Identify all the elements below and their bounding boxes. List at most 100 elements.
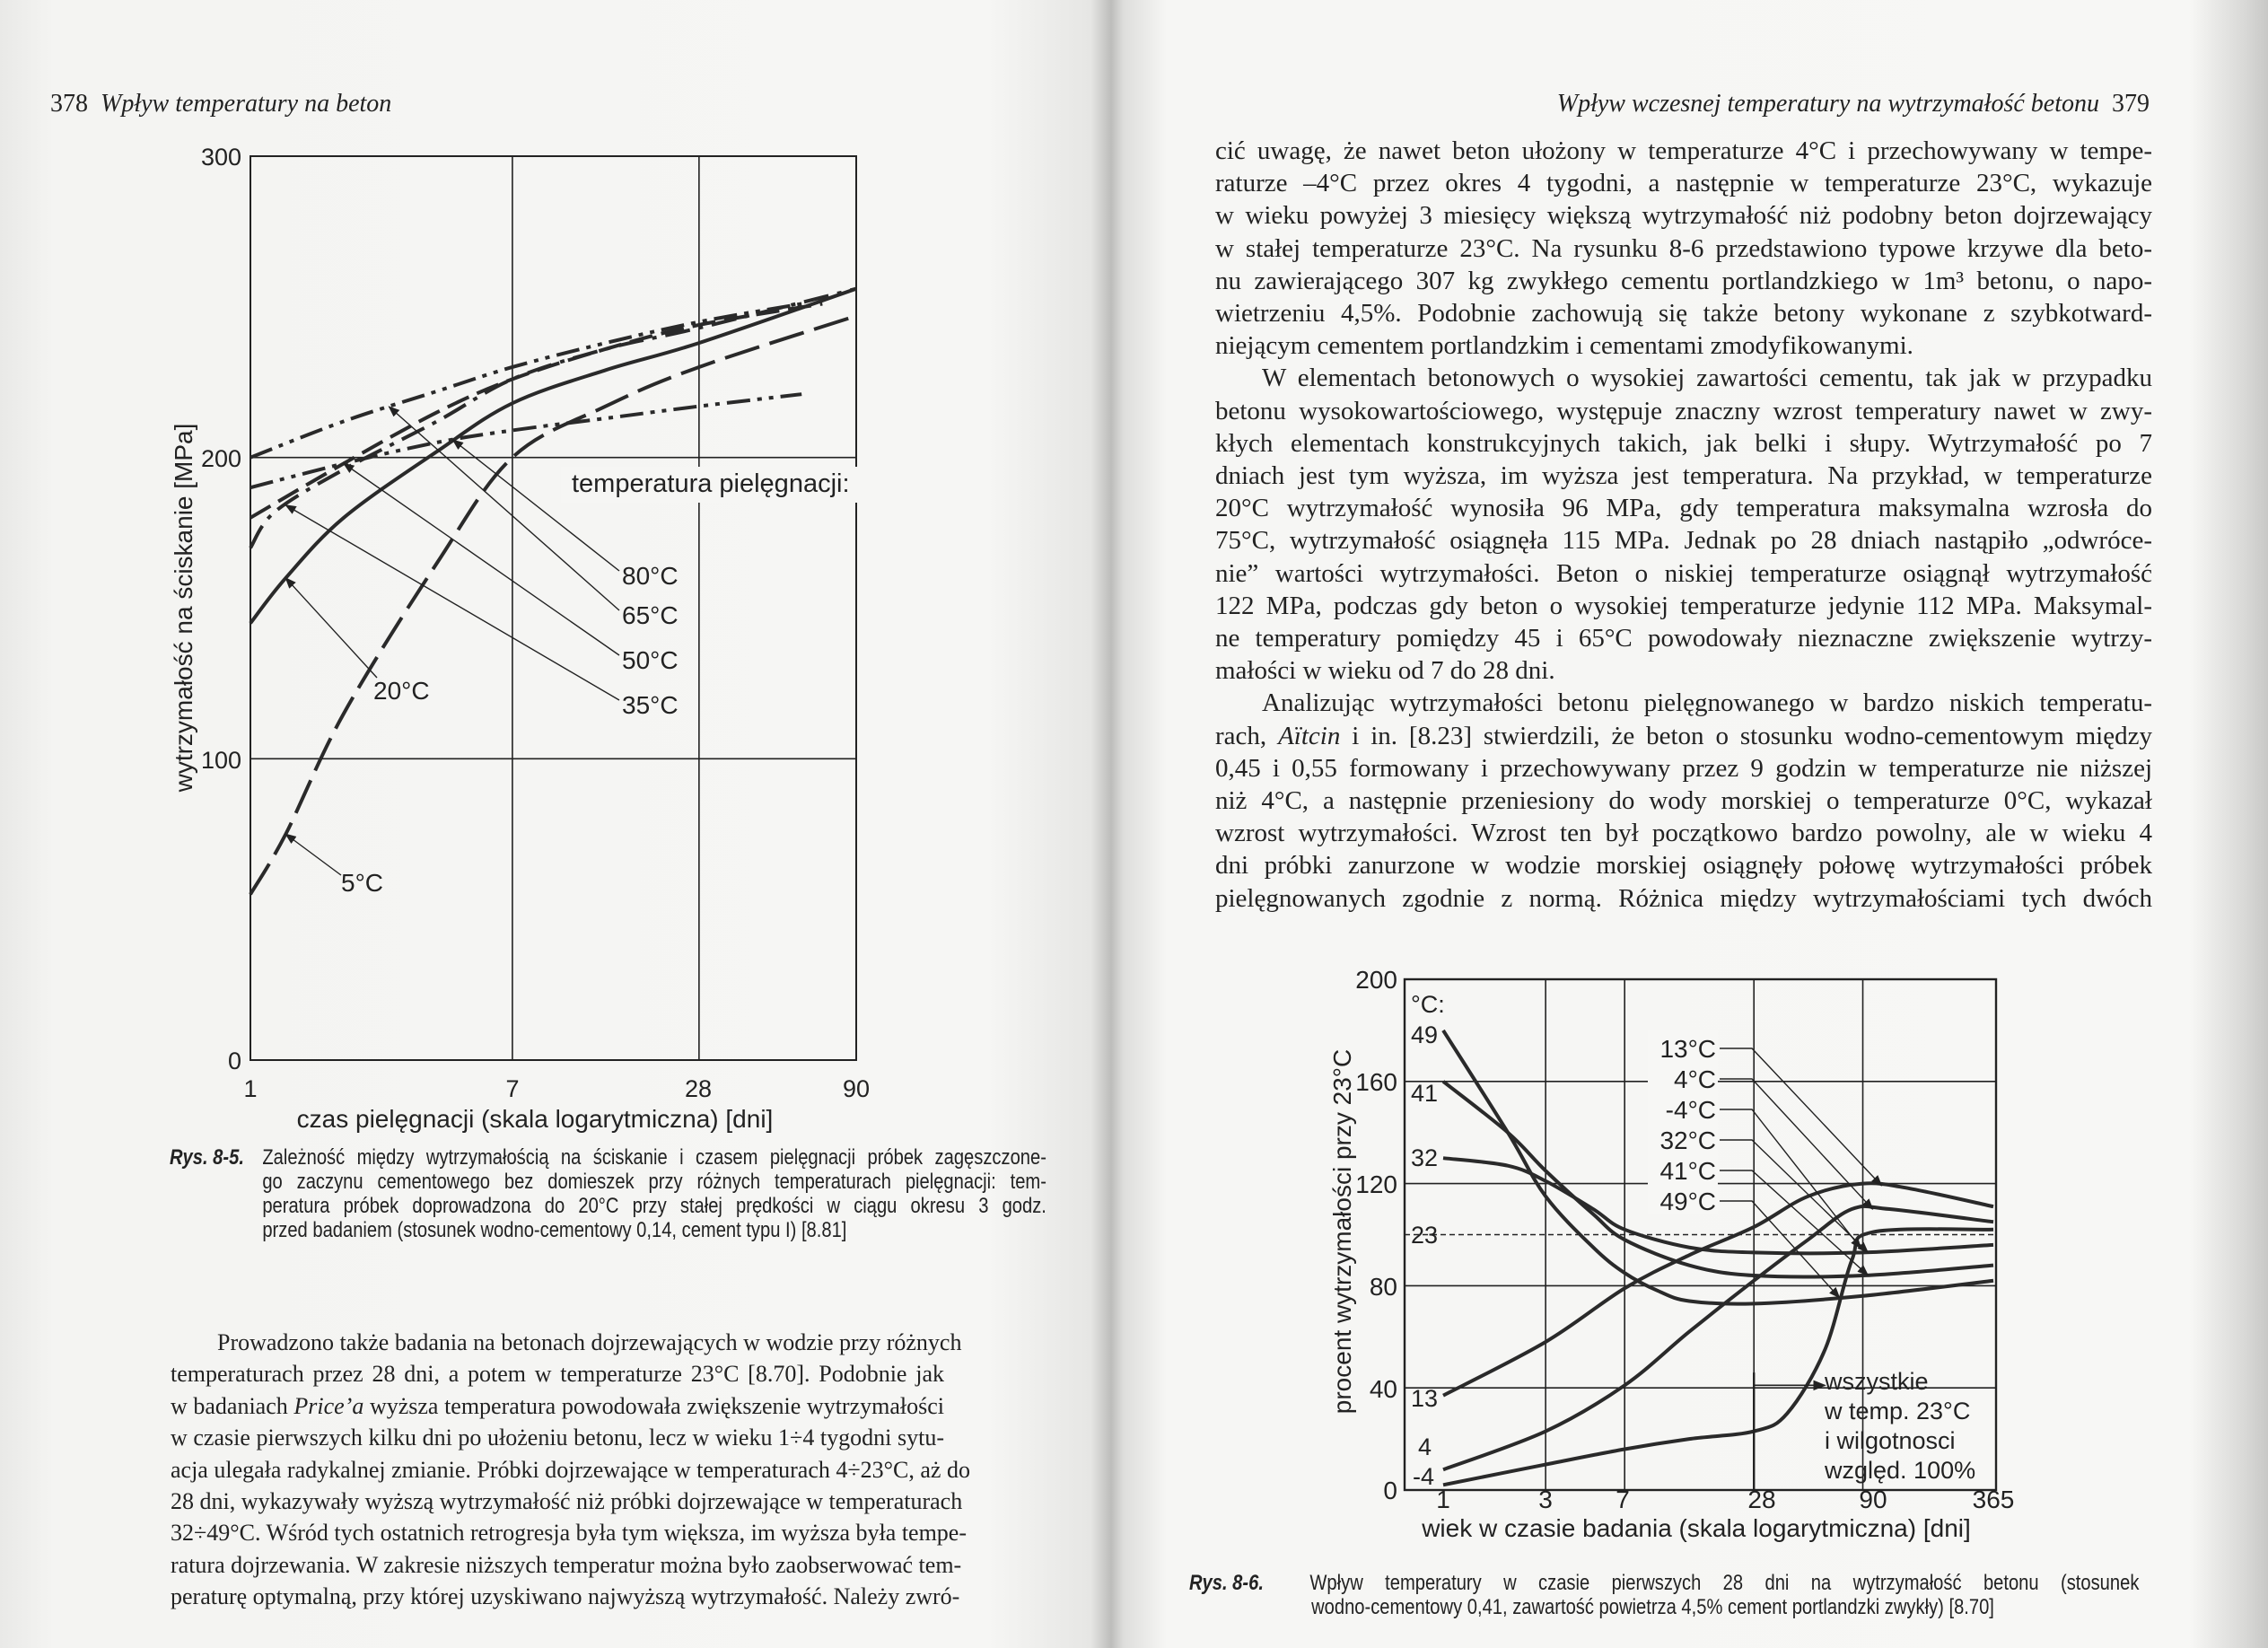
text-segment: rach, [1215,721,1279,750]
annotation-line: i wilgotnosci [1825,1427,1956,1454]
curve-13c [1442,1181,1994,1398]
text-line: w stałej temperaturze 23°C. Na rysunku 8… [1215,233,2152,263]
legend-title-bg [561,467,857,503]
italic-name: Price’a [293,1392,364,1419]
annotation-line: w temp. 23°C [1824,1398,1970,1424]
y-tick-80: 80 [1370,1273,1397,1301]
start-label-4: 4 [1418,1433,1432,1460]
text-line: wietrzeniu 4,5%. Podobnie zachowują się … [1215,299,2152,329]
start-label-minus4: -4 [1413,1463,1434,1490]
text-line: 20°C wytrzymałość wynosiła 96 MPa, gdy t… [1215,494,2152,523]
left-running-title: Wpływ temperatury na beton [101,90,392,118]
curve-49c [1441,1029,1994,1306]
text-line: ratura dojrzewania. W zakresie niższych … [171,1551,962,1578]
text-line: dniach jest tym wyższa, im wyższa jest t… [1215,461,2152,491]
y-axis-label: wytrzymałość na ściskanie [MPa] [170,424,197,793]
text-line: raturze –4°C przez okres 4 tygodni, a na… [1215,169,2152,198]
curve-20c [249,286,857,625]
x-tick-90: 90 [1859,1486,1887,1513]
leader-line [285,577,378,679]
text-line: nie” wartości wytrzymałości. Beton o nis… [1215,558,2152,588]
caption-line: peratura próbek doprowadzona do 20°C prz… [262,1194,1046,1218]
leader-line [342,462,620,656]
series-label-5: 5°C [341,869,383,897]
left-running-head: 378 Wpływ temperatury na beton [50,90,391,118]
y-tick-0: 0 [1383,1477,1397,1504]
x-axis-label: wiek w czasie badania (skala logarytmicz… [1421,1514,1971,1542]
series-label-80: 80°C [622,562,679,590]
x-tick-28: 28 [685,1075,712,1102]
curve-65c [250,302,802,460]
text-line: betonu wysokowartościowego, występuje zn… [1215,396,2152,425]
leader-line [1720,1109,1861,1249]
start-label-23: 23 [1411,1222,1438,1249]
left-page-body-text: Prowadzono także badania na betonach doj… [171,1327,970,1613]
leader-line [1720,1139,1870,1253]
text-line: dni próbki zanurzone w wodzie morskiej o… [1215,851,2152,881]
legend-minus4: -4°C [1666,1096,1716,1124]
x-tick-90: 90 [843,1075,870,1102]
series-label-35: 35°C [622,691,679,719]
curves [1441,1029,1994,1487]
leader-line [1720,1170,1870,1276]
series-label-65: 65°C [622,601,679,629]
text-line: rach, Aïtcin i in. [8.23] stwierdzili, ż… [1215,720,2152,752]
y-tick-40: 40 [1370,1375,1397,1403]
legend-32: 32°C [1659,1126,1716,1154]
text-line: Analizując wytrzymałości betonu pielęgno… [1262,688,2152,718]
text-line: pielęgnowanych zgodnie z normą. Różnica … [1215,883,2152,913]
x-tick-28: 28 [1747,1486,1775,1513]
curve-32c [1442,1156,1994,1256]
leader-line [1720,1048,1883,1187]
leader-line [1720,1200,1841,1299]
text-line: Prowadzono także badania na betonach doj… [217,1329,962,1355]
curve-5c [249,314,857,896]
caption-label: Rys. 8-5. [170,1145,244,1170]
annotation-line: wszystkie [1824,1368,1929,1395]
text-line: 28 dni, wykazywały wyższą wytrzymałość n… [171,1488,963,1515]
annotation-line: względ. 100% [1824,1457,1975,1484]
leader-lines [1720,1048,1883,1490]
x-tick-1: 1 [1436,1486,1450,1513]
text-line: małości w wieku od 7 do 28 dni. [1215,656,1555,686]
figure-8-6-chart: 13°C 4°C -4°C 32°C 41°C 49°C °C: 49 41 3… [1328,966,2014,1542]
text-line: cić uwagę, że nawet beton ułożony w temp… [1215,136,2152,165]
series-label-20: 20°C [373,677,430,705]
figure-8-5-caption: Rys. 8-5. Zależność między wytrzymałości… [170,1145,1046,1242]
start-labels-title: °C: [1411,991,1445,1018]
caption-line: go zaczynu cementowego bez domieszek prz… [262,1170,1046,1194]
right-running-head: Wpływ wczesnej temperatury na wytrzymało… [1557,90,2150,118]
series-label-50: 50°C [622,646,679,674]
y-tick-120: 120 [1355,1170,1397,1198]
text-segment: i in. [8.23] stwierdzili, że beton o sto… [1340,721,2152,750]
annotation: wszystkie w temp. 23°C i wilgotnosci wzg… [1824,1368,1975,1484]
caption-line: Zależność między wytrzymałością na ścisk… [262,1145,1046,1170]
legend-4: 4°C [1674,1065,1716,1093]
start-label-41: 41 [1411,1080,1438,1107]
start-label-32: 32 [1411,1144,1438,1171]
text-line: kłych elementach konstrukcyjnych takich,… [1215,428,2152,458]
x-tick-1: 1 [243,1075,257,1102]
x-tick-7: 7 [505,1075,519,1102]
series-legend: 13°C 4°C -4°C 32°C 41°C 49°C [1648,1030,1718,1215]
right-page-body-text: cić uwagę, że nawet beton ułożony w temp… [1215,135,2152,915]
text-line: peraturę optymalną, przy której uzyskiwa… [171,1583,960,1610]
legend-13: 13°C [1659,1035,1716,1063]
text-line: 75°C, wytrzymałość osiągnęła 115 MPa. Je… [1215,526,2152,556]
text-line: ne temperatury pomiędzy 45 i 65°C powodo… [1215,624,2152,653]
x-axis-label: czas pielęgnacji (skala logarytmiczna) [… [297,1105,774,1133]
text-segment: wyższa temperatura powodowała zwiększeni… [363,1392,944,1419]
start-label-13: 13 [1411,1385,1438,1412]
text-line: niż 4°C, a następnie przeniesiony do wod… [1215,786,2152,816]
leader-line [285,833,342,876]
grid [250,155,857,1061]
y-tick-200: 200 [201,445,241,472]
start-labels: °C: 49 41 32 23 13 4 -4 [1411,991,1445,1490]
caption-line: wodno-cementowy 0,41, zawartość powietrz… [1311,1595,1994,1619]
y-tick-100: 100 [201,747,241,774]
y-axis-label: procent wytrzymałości przy 23°C [1328,1049,1356,1414]
legend-49: 49°C [1659,1188,1716,1215]
leader-line [451,439,620,572]
x-tick-7: 7 [1616,1486,1630,1513]
text-line: nu zawierającego 307 kg zwykłego cementu… [1215,266,2152,295]
